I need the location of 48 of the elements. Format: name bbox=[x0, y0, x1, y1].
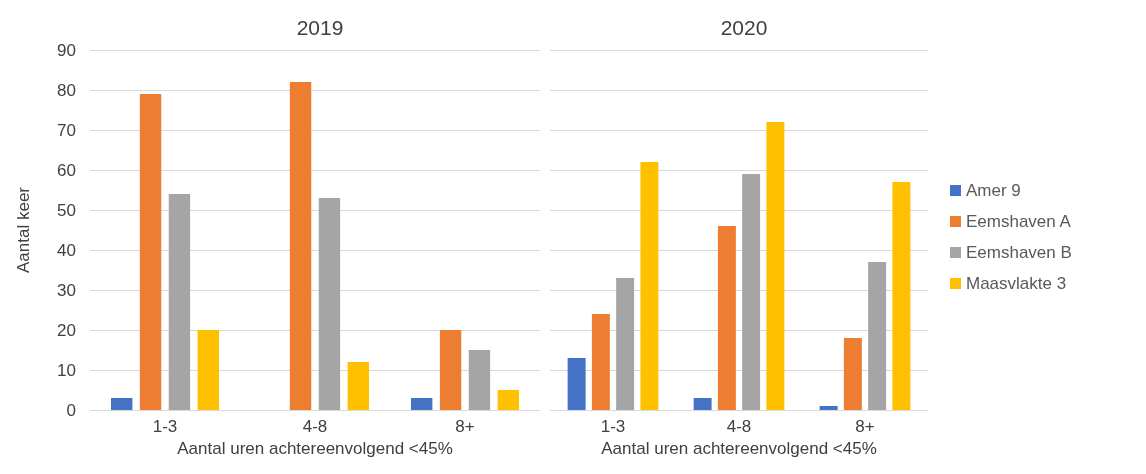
x-tick-label: 1-3 bbox=[600, 417, 626, 436]
y-tick-label: 80 bbox=[57, 80, 76, 100]
bar bbox=[693, 398, 712, 410]
x-tick-label: 1-3 bbox=[152, 417, 178, 436]
y-tick-label: 40 bbox=[57, 240, 76, 260]
y-tick-label: 0 bbox=[66, 400, 76, 420]
y-tick-label: 10 bbox=[57, 360, 76, 380]
legend-label: Eemshaven B bbox=[966, 243, 1072, 262]
legend-label: Amer 9 bbox=[966, 181, 1021, 200]
bar bbox=[819, 406, 838, 410]
bar bbox=[111, 398, 133, 410]
x-tick-label: 4-8 bbox=[726, 417, 752, 436]
bar bbox=[468, 350, 491, 410]
chart-title: 2020 bbox=[720, 16, 768, 39]
bar bbox=[289, 82, 312, 410]
y-tick-label: 60 bbox=[57, 160, 76, 180]
bar bbox=[168, 194, 191, 410]
y-tick-label: 70 bbox=[57, 120, 76, 140]
legend-label: Eemshaven A bbox=[966, 212, 1072, 231]
y-tick-label: 30 bbox=[57, 280, 76, 300]
chart-title: 2019 bbox=[296, 16, 344, 39]
y-axis-title: Aantal keer bbox=[14, 186, 33, 273]
bar bbox=[347, 362, 369, 410]
bar bbox=[717, 226, 736, 410]
bar bbox=[439, 330, 462, 410]
legend-label: Maasvlakte 3 bbox=[966, 274, 1067, 293]
bar bbox=[591, 314, 610, 410]
bar bbox=[197, 330, 219, 410]
bar bbox=[567, 358, 586, 410]
y-tick-label: 90 bbox=[57, 40, 76, 60]
y-tick-label: 50 bbox=[57, 200, 76, 220]
x-tick-label: 8+ bbox=[855, 417, 875, 436]
x-tick-label: 8+ bbox=[455, 417, 475, 436]
bar bbox=[843, 338, 862, 410]
bar bbox=[318, 198, 341, 410]
bar bbox=[497, 390, 519, 410]
x-axis-title: Aantal uren achtereenvolgend <45% bbox=[601, 438, 877, 458]
bar bbox=[742, 174, 761, 410]
bar bbox=[640, 162, 659, 410]
x-axis-title: Aantal uren achtereenvolgend <45% bbox=[177, 438, 453, 458]
bar bbox=[892, 182, 911, 410]
bar bbox=[766, 122, 785, 410]
y-tick-label: 20 bbox=[57, 320, 76, 340]
bar bbox=[616, 278, 635, 410]
bar bbox=[868, 262, 887, 410]
x-tick-label: 4-8 bbox=[302, 417, 328, 436]
bar bbox=[411, 398, 433, 410]
bar bbox=[139, 94, 162, 410]
